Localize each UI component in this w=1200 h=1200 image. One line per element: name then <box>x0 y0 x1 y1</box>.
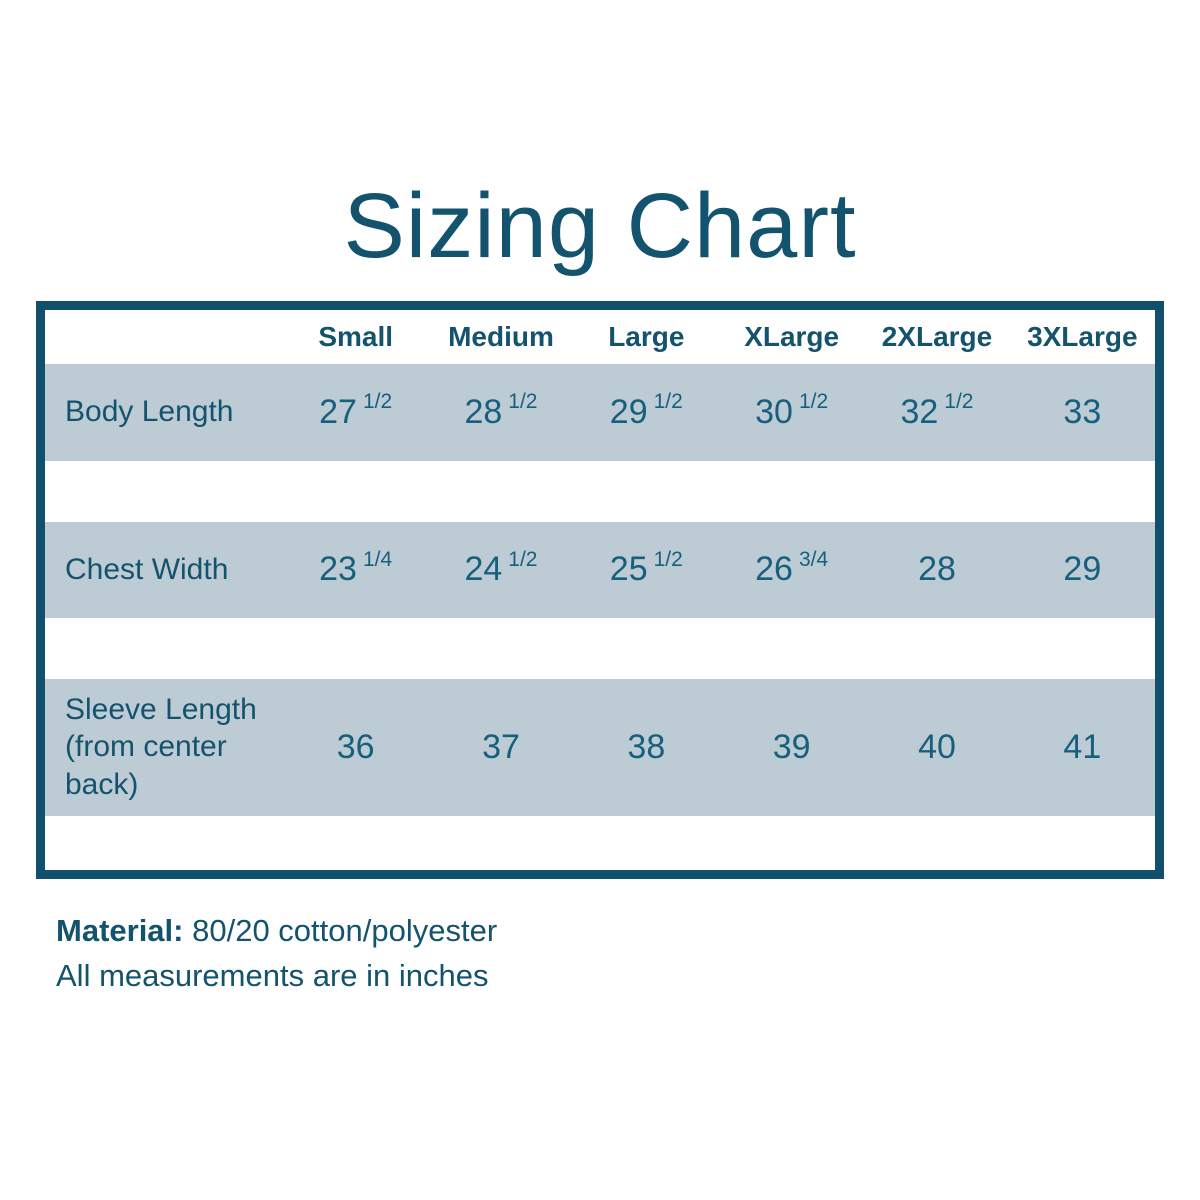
column-header-small: Small <box>318 320 394 352</box>
fraction: 3/4 <box>798 547 829 571</box>
size-value: 29 1/2 <box>609 390 683 431</box>
fraction: 1/2 <box>508 547 538 571</box>
size-value: 40 <box>918 727 956 766</box>
size-value: 38 <box>627 727 666 766</box>
fraction: 1/4 <box>362 547 393 571</box>
fraction: 1/2 <box>362 390 393 414</box>
size-value: 26 3/4 <box>755 547 829 589</box>
size-value: 41 <box>1063 727 1102 766</box>
measurement-note: All measurements are in inches <box>56 957 489 993</box>
material-line: Material: 80/20 cotton/polyester <box>56 909 1200 954</box>
row-label: Body Length <box>65 395 234 429</box>
fraction: 1/2 <box>653 547 683 571</box>
column-header-3xlarge: 3XLarge <box>1027 320 1138 352</box>
table-row: Sleeve Length (from center back) 36 37 38 39… <box>45 678 1155 816</box>
material-label: Material: <box>56 912 184 948</box>
size-value: 28 <box>918 550 956 589</box>
fraction: 1/2 <box>508 390 538 414</box>
column-header-2xlarge: 2XLarge <box>881 320 993 352</box>
page-title: Sizing Chart <box>343 175 857 277</box>
size-value: 33 <box>1063 392 1102 431</box>
table-header-row: Small Medium Large XLarge 2XLarge 3XLarge <box>45 309 1155 364</box>
fraction: 1/2 <box>653 390 683 414</box>
footer: Material: 80/20 cotton/polyester All mea… <box>56 909 1200 999</box>
column-header-medium: Medium <box>448 320 554 352</box>
fraction: 1/2 <box>798 390 829 414</box>
size-value: 37 <box>482 727 520 766</box>
size-value: 23 1/4 <box>319 547 393 589</box>
size-value: 24 1/2 <box>464 547 538 589</box>
size-value: 32 1/2 <box>900 390 974 431</box>
size-value: 29 <box>1063 550 1102 589</box>
size-value: 30 1/2 <box>755 390 829 431</box>
size-value: 25 1/2 <box>609 547 683 589</box>
fraction: 1/2 <box>944 390 974 414</box>
size-value: 27 1/2 <box>319 390 393 431</box>
row-spacer <box>45 815 1155 870</box>
table-row: Chest Width 23 1/4 24 1/2 25 1/2 26 3/4 28 29 <box>45 521 1155 618</box>
material-value: 80/20 cotton/polyester <box>192 912 498 948</box>
row-spacer <box>45 460 1155 522</box>
row-label: Sleeve Length (from center back) <box>65 692 257 801</box>
column-header-xlarge: XLarge <box>744 320 840 352</box>
table-row: Body Length 27 1/2 28 1/2 29 1/2 30 1/2 32 1/2 33 <box>45 363 1155 461</box>
row-label: Chest Width <box>65 552 229 586</box>
size-value: 36 <box>336 727 375 766</box>
column-header-large: Large <box>608 320 685 352</box>
sizing-table: Small Medium Large XLarge 2XLarge 3XLarge Body… <box>36 300 1164 879</box>
size-value: 28 1/2 <box>464 390 538 431</box>
row-spacer <box>45 617 1155 679</box>
size-value: 39 <box>772 727 811 766</box>
